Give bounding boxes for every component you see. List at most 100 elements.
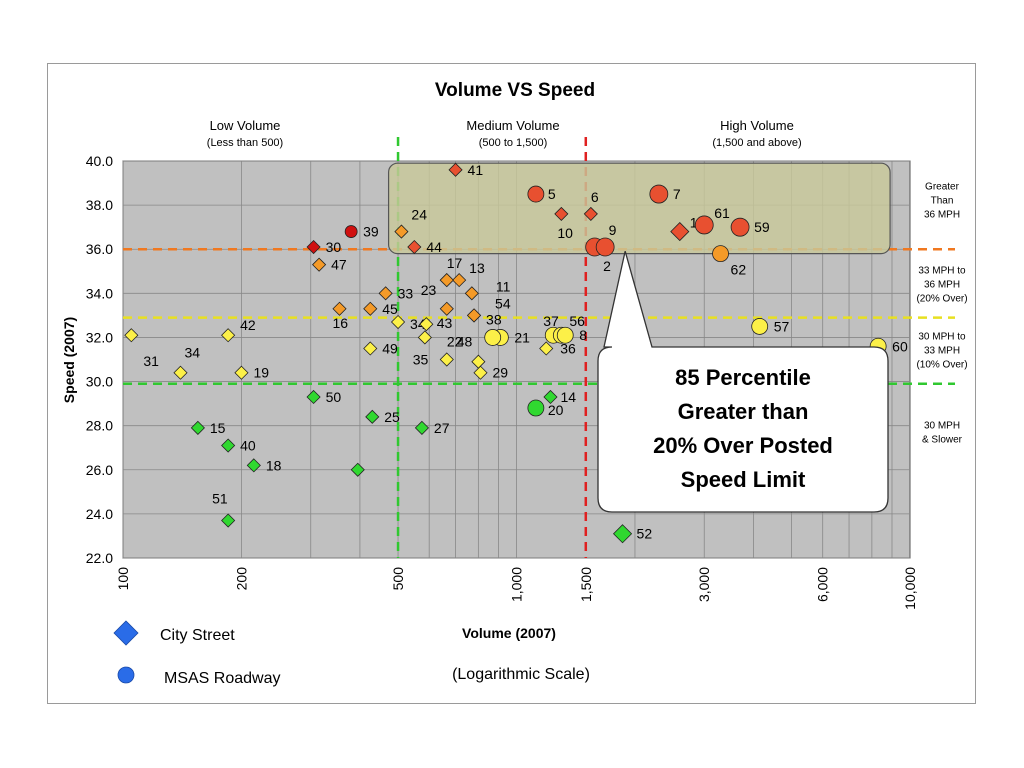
data-point-42 xyxy=(221,328,236,343)
data-point-30 xyxy=(306,239,321,255)
data-point-48 xyxy=(484,329,502,346)
volume-region-range: (1,500 and above) xyxy=(712,137,801,149)
data-point-52 xyxy=(612,524,633,544)
point-label-57: 57 xyxy=(774,318,790,334)
y-tick-label: 26.0 xyxy=(86,462,113,478)
data-point-5 xyxy=(527,185,545,203)
speed-band-label: (20% Over) xyxy=(916,294,967,305)
point-label-17: 17 xyxy=(447,255,463,271)
data-point-11 xyxy=(464,286,479,301)
data-point-20 xyxy=(527,399,545,417)
data-point-28 xyxy=(471,354,486,369)
point-label-34a: 34 xyxy=(410,316,426,332)
data-point-62 xyxy=(712,245,729,263)
point-label-60: 60 xyxy=(892,338,908,354)
point-label-62: 62 xyxy=(731,262,747,278)
data-point-23 xyxy=(439,273,454,288)
point-label-51: 51 xyxy=(212,491,228,507)
point-label-37: 37 xyxy=(543,313,559,329)
x-tick-label: 6,000 xyxy=(815,567,831,602)
point-label-33: 33 xyxy=(398,285,414,301)
speed-band-label: 30 MPH to xyxy=(918,332,966,343)
y-axis-label: Speed (2007) xyxy=(61,317,77,403)
point-label-21: 21 xyxy=(514,329,530,345)
x-tick-label: 1,000 xyxy=(509,567,525,602)
point-label-47: 47 xyxy=(331,257,347,273)
volume-region-name: High Volume xyxy=(720,118,794,133)
volume-region-name: Medium Volume xyxy=(466,118,559,133)
data-point-47 xyxy=(312,257,327,272)
point-label-11: 11 xyxy=(496,278,511,294)
point-label-27: 27 xyxy=(434,420,450,436)
data-point-2 xyxy=(595,237,615,257)
point-label-30: 30 xyxy=(326,239,342,255)
point-label-13: 13 xyxy=(469,260,485,276)
y-tick-label: 36.0 xyxy=(86,241,113,257)
x-tick-label: 500 xyxy=(390,567,406,591)
point-label-44: 44 xyxy=(426,239,442,255)
speed-band-label: 33 MPH to xyxy=(918,266,966,277)
x-axis-label: Volume (2007) xyxy=(462,625,556,641)
y-tick-label: 34.0 xyxy=(86,285,113,301)
speed-band-label: Than xyxy=(931,196,954,207)
point-label-61: 61 xyxy=(714,205,730,221)
y-tick-label: 40.0 xyxy=(86,153,113,169)
data-point-50 xyxy=(306,389,321,405)
data-point-24 xyxy=(394,224,409,239)
data-point-44 xyxy=(407,239,422,255)
data-point-13 xyxy=(452,273,467,288)
point-label-24: 24 xyxy=(411,207,427,223)
data-point-27 xyxy=(414,420,429,435)
callout-line: Greater than xyxy=(678,399,809,424)
point-label-41: 41 xyxy=(468,162,484,178)
x-axis-note: (Logarithmic Scale) xyxy=(452,666,590,683)
legend-diamond-icon xyxy=(113,620,139,646)
y-tick-label: 28.0 xyxy=(86,418,113,434)
point-label-59: 59 xyxy=(754,219,770,235)
legend-label-msas-roadway: MSAS Roadway xyxy=(164,670,281,687)
data-point-19 xyxy=(234,365,249,380)
data-point-16 xyxy=(332,301,347,316)
point-label-8: 8 xyxy=(579,327,587,343)
data-point-32 xyxy=(419,317,434,332)
data-point-59 xyxy=(730,217,750,237)
point-label-42: 42 xyxy=(240,317,256,333)
data-point-39 xyxy=(344,225,358,238)
point-label-25: 25 xyxy=(384,409,400,425)
data-point-6 xyxy=(583,206,598,221)
point-label-52: 52 xyxy=(637,526,653,542)
point-label-48: 48 xyxy=(457,333,473,349)
point-label-10: 10 xyxy=(557,225,573,241)
data-point-36 xyxy=(539,341,554,356)
data-point-34a xyxy=(390,314,406,330)
point-label-35: 35 xyxy=(413,352,429,368)
data-point-33 xyxy=(378,286,393,301)
y-tick-label: 22.0 xyxy=(86,550,113,566)
point-label-56: 56 xyxy=(569,313,585,329)
callout-bubble xyxy=(597,251,889,513)
data-point-18 xyxy=(246,458,261,473)
data-point-35 xyxy=(439,352,454,367)
x-tick-label: 200 xyxy=(233,567,249,591)
point-label-2: 2 xyxy=(603,258,611,274)
data-point-26 xyxy=(350,462,365,477)
data-point-7 xyxy=(649,184,669,204)
speed-band-label: (10% Over) xyxy=(916,360,967,371)
point-label-14: 14 xyxy=(560,389,576,405)
data-point-10 xyxy=(554,206,569,221)
data-point-51 xyxy=(221,513,236,528)
point-label-20: 20 xyxy=(548,402,564,418)
point-label-43: 43 xyxy=(437,315,453,331)
speed-band-label: Greater xyxy=(925,182,960,193)
callout-line: Speed Limit xyxy=(681,467,806,492)
data-point-40 xyxy=(221,438,236,453)
chart-title: Volume VS Speed xyxy=(435,80,595,101)
point-label-9: 9 xyxy=(609,222,617,238)
data-point-57 xyxy=(751,318,769,335)
data-point-61 xyxy=(694,215,714,235)
data-point-8 xyxy=(556,326,574,344)
x-tick-label: 10,000 xyxy=(902,567,918,610)
point-label-6: 6 xyxy=(591,189,599,205)
data-point-15 xyxy=(190,420,205,435)
